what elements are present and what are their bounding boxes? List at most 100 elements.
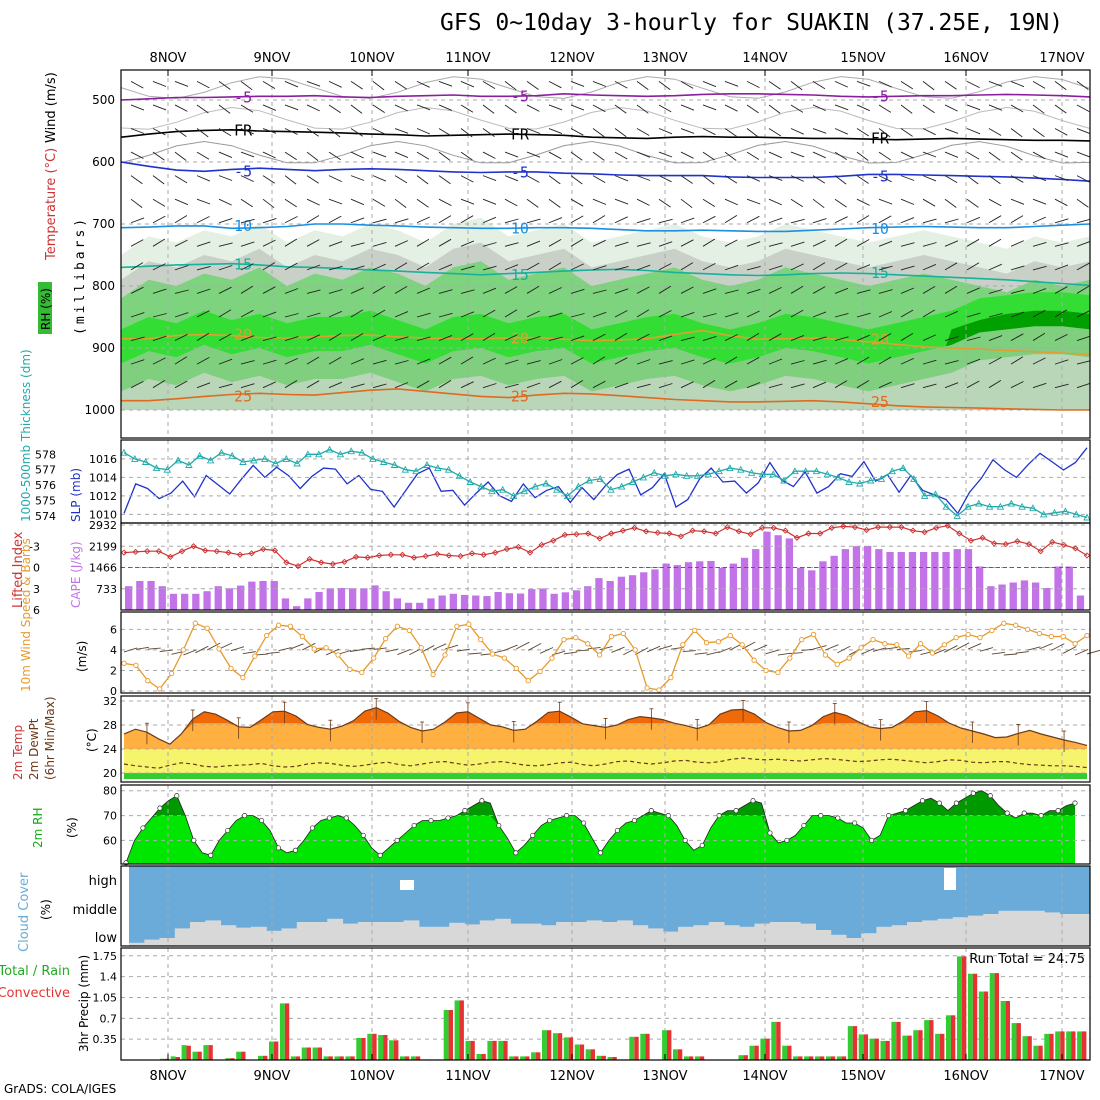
li-point <box>329 560 336 568</box>
wind-barb <box>416 336 431 341</box>
wind-barb <box>658 241 673 247</box>
wind-barb <box>592 198 607 205</box>
wind-barb <box>922 359 937 365</box>
wind-barb <box>460 311 475 318</box>
wind-barb <box>790 241 805 247</box>
wind-barb <box>878 198 893 205</box>
wind-barb <box>284 357 298 365</box>
temp-axis-label: 2m Temp <box>11 725 25 780</box>
upper-axis-title-group: Temperature (°C) Wind (m/s) <box>44 72 59 261</box>
wind-barb <box>195 645 209 654</box>
precip-total-bar <box>1055 1031 1061 1060</box>
precip-conv-bar <box>546 1030 552 1060</box>
thickness-tick-label: 577 <box>35 464 56 477</box>
isotherm--5-2 <box>120 161 1091 182</box>
wind-barb <box>702 198 716 207</box>
wind-barb <box>680 217 695 224</box>
precip-conv-bar <box>841 1056 847 1060</box>
wind-barb <box>944 218 959 224</box>
cloud-high-patch <box>400 880 414 890</box>
cape-bar <box>841 549 849 610</box>
rh2m-point <box>326 815 332 821</box>
thickness-point <box>791 467 799 475</box>
cape-bar <box>494 592 502 610</box>
wind-barb <box>614 241 629 247</box>
thickness-point <box>520 487 529 495</box>
thickness-point <box>639 473 648 481</box>
cape-bar <box>1076 595 1085 610</box>
cloud-low-bar <box>418 926 435 946</box>
cape-bar <box>931 552 939 610</box>
li-point <box>642 528 650 535</box>
wind-speed-point <box>834 661 840 667</box>
wind-barb <box>262 198 275 209</box>
precip-total-bar <box>378 1035 384 1060</box>
wind-barb <box>944 104 958 112</box>
precip-total-bar <box>694 1056 700 1060</box>
wind-barb <box>394 175 408 184</box>
wind-barb <box>174 198 189 206</box>
wind-axis-label: 10m Wind Speed & Barbs <box>19 538 33 692</box>
precip-total-bar <box>301 1047 307 1060</box>
wind-barb <box>526 285 540 294</box>
wind-barb <box>900 383 915 389</box>
cloud-low-bar <box>205 920 222 946</box>
precip-tick-label: 1.4 <box>100 971 118 984</box>
wind-barb <box>240 241 255 247</box>
pressure-tick-label: 500 <box>92 93 115 107</box>
wind-barb <box>658 128 673 135</box>
wind-barb <box>878 356 892 365</box>
cloud-low-bar <box>891 925 908 946</box>
precip-total-bar <box>454 1000 460 1060</box>
wind-barb <box>575 649 589 652</box>
wind-barb <box>856 198 870 206</box>
thickness-point <box>888 467 896 475</box>
precip-total-bar <box>1022 1036 1028 1060</box>
wind-barb <box>944 240 959 247</box>
wind-barb <box>328 333 342 341</box>
cape-bar <box>819 561 827 610</box>
wind-barb <box>812 128 827 134</box>
li-point <box>144 548 151 555</box>
cloud-low-bar <box>861 933 877 946</box>
precip-tick-label: 1.75 <box>93 950 118 963</box>
cape-bar <box>460 594 469 610</box>
wind-barb <box>724 356 738 365</box>
rh2m-point <box>275 845 282 851</box>
wind-barb <box>922 286 936 294</box>
cape-bar <box>516 593 525 610</box>
wind-barb <box>504 104 517 114</box>
wind-barb <box>504 175 519 182</box>
wind-barb <box>240 151 255 158</box>
wind-barb <box>284 216 298 224</box>
isotherm-label: 15 <box>871 264 889 282</box>
wind-barb <box>680 381 694 389</box>
wind-barb <box>856 128 870 137</box>
cape-bar <box>192 593 200 610</box>
wind-barb <box>834 238 848 247</box>
wind-barb <box>548 239 562 247</box>
li-axis-title-group: Lifted Index <box>11 531 26 608</box>
wind-barb <box>922 218 937 224</box>
wind-barb <box>900 175 915 181</box>
cloud-low-bar <box>342 923 359 946</box>
wind-barb <box>482 216 497 224</box>
wind-barb <box>482 104 495 114</box>
wind-barb <box>328 381 343 389</box>
wind-barb <box>350 383 365 389</box>
wind-barb <box>1054 242 1069 247</box>
wind-speed-point <box>1024 626 1031 633</box>
precip-conv-bar <box>448 1010 453 1060</box>
precip-total-bar <box>957 956 962 1060</box>
wind-barb <box>570 151 583 161</box>
cloud-low-bar <box>174 928 191 946</box>
cloud-low-bar <box>220 925 237 946</box>
thickness-point <box>985 502 994 510</box>
precip-conv-bar <box>284 1003 290 1060</box>
precip-total-bar <box>891 1021 897 1060</box>
wind-barb <box>174 265 189 271</box>
wind-barb <box>460 128 473 138</box>
wind-barb <box>284 313 299 318</box>
wind-speed-point <box>430 671 436 678</box>
precip-tick-label: 0.35 <box>93 1033 118 1046</box>
